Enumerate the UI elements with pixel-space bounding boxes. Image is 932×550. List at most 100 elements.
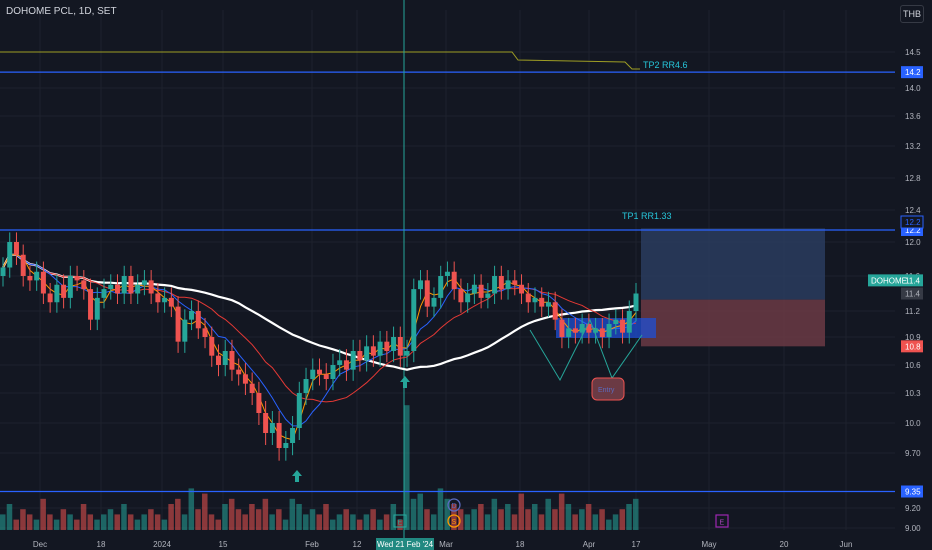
- volume-bar: [525, 509, 531, 530]
- candle-body: [418, 280, 424, 290]
- stop-zone[interactable]: [641, 299, 825, 347]
- candle-body: [34, 271, 40, 281]
- candle-body: [552, 302, 558, 320]
- volume-bar: [94, 519, 100, 530]
- volume-bar: [565, 504, 572, 530]
- candle-body: [559, 319, 565, 337]
- symbol-title[interactable]: DOHOME PCL, 1D, SET: [6, 6, 117, 17]
- earnings-marker-icon[interactable]: [715, 514, 729, 528]
- volume-bar: [552, 509, 558, 530]
- ema-blue-line: [2, 254, 637, 427]
- volume-bar: [451, 504, 457, 530]
- y-tick-label: 13.2: [905, 142, 921, 151]
- volume-bar: [606, 519, 612, 530]
- volume-bar: [262, 498, 269, 530]
- volume-bar: [114, 514, 120, 530]
- event-marker-icon[interactable]: [447, 514, 461, 528]
- candle-body: [391, 337, 397, 351]
- candle-body: [215, 355, 221, 365]
- candle-body: [478, 284, 484, 298]
- volume-bar: [303, 514, 309, 530]
- volume-bar: [336, 514, 343, 530]
- volume-bar: [74, 519, 80, 530]
- y-tick-label: 14.0: [905, 84, 921, 93]
- axis-label-price-text: 11.4: [905, 290, 921, 299]
- candle-body: [195, 311, 201, 329]
- arrow-up-icon: [400, 376, 410, 388]
- volume-bar: [289, 498, 296, 530]
- candle-body: [269, 423, 275, 433]
- candle-body: [471, 284, 477, 294]
- volume-bar: [276, 509, 282, 530]
- candle-body: [626, 311, 632, 333]
- y-tick-label: 12.8: [905, 174, 921, 183]
- volume-bar: [168, 504, 174, 530]
- candle-body: [323, 374, 329, 379]
- candle-body: [242, 374, 248, 384]
- volume-bar: [417, 493, 424, 530]
- candle-body: [566, 328, 572, 337]
- earnings-past-label: E: [398, 520, 403, 527]
- volume-bar: [242, 514, 248, 530]
- candle-body: [633, 293, 639, 311]
- axis-label-price-text: 12.2: [905, 218, 921, 227]
- candle-body: [168, 297, 174, 307]
- volume-bar: [404, 405, 410, 530]
- last-price-tag[interactable]: [868, 274, 923, 287]
- y-tick-label: 9.00: [905, 524, 921, 533]
- volume-bar: [585, 504, 592, 530]
- axis-label-price: [901, 287, 923, 300]
- candle-body: [7, 242, 13, 268]
- candle-body: [404, 351, 410, 356]
- volume-bar: [437, 488, 444, 530]
- candle-body: [13, 242, 19, 255]
- price-axis[interactable]: [896, 0, 932, 538]
- earnings-past-icon[interactable]: [393, 514, 407, 528]
- volume-bar: [619, 509, 626, 530]
- candle-body: [202, 328, 208, 337]
- volume-bar: [222, 504, 228, 530]
- volume-bar: [464, 514, 471, 530]
- volume-bar: [343, 509, 349, 530]
- volume-bar: [202, 493, 208, 530]
- candle-body: [303, 379, 309, 393]
- candle-body: [182, 319, 188, 342]
- time-axis[interactable]: [0, 538, 932, 550]
- event-marker-label: D: [452, 503, 457, 510]
- y-tick-label: 10.0: [905, 419, 921, 428]
- candle-body: [20, 254, 26, 276]
- candle-body: [451, 271, 457, 290]
- candle-body: [67, 276, 73, 298]
- candle-body: [296, 393, 302, 428]
- target-zone[interactable]: [641, 228, 825, 300]
- candle-body: [512, 280, 518, 285]
- y-tick-label: 12.4: [905, 206, 921, 215]
- volume-bar: [6, 504, 13, 530]
- crosshair-date-tag: [376, 538, 434, 550]
- volume-bar: [545, 498, 551, 530]
- volume-bar: [377, 519, 383, 530]
- volume-bar: [410, 498, 417, 530]
- candle-body: [519, 284, 525, 294]
- candle-body: [128, 276, 134, 294]
- y-tick-label: 9.20: [905, 504, 921, 513]
- volume-bar: [383, 514, 390, 530]
- volume-bar: [363, 514, 370, 530]
- volume-bar: [33, 519, 40, 530]
- candle-body: [364, 346, 370, 361]
- volume-bar: [316, 514, 322, 530]
- candle-body: [411, 289, 417, 351]
- candle-body: [370, 346, 376, 356]
- volume-bar: [329, 519, 336, 530]
- candle-body: [40, 271, 46, 294]
- candle-body: [317, 369, 322, 375]
- volume-bar: [444, 498, 450, 530]
- event-marker-icon[interactable]: [447, 498, 461, 512]
- event-marker-label: S: [452, 519, 457, 526]
- volume-bar: [491, 498, 498, 530]
- x-tick-label: 18: [516, 540, 525, 549]
- currency-button[interactable]: THB: [900, 5, 924, 23]
- volume-bar: [350, 514, 356, 530]
- axis-label-level-text: 12.2: [905, 226, 921, 235]
